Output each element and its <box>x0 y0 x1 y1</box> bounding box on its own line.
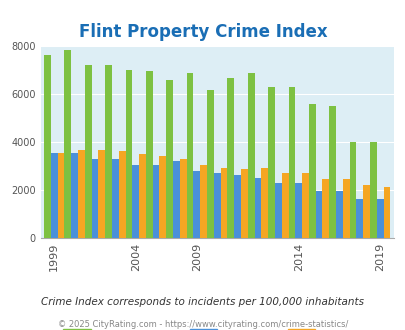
Bar <box>105 65 112 238</box>
Bar <box>186 73 193 238</box>
Bar <box>85 65 91 238</box>
Bar <box>356 199 362 238</box>
Bar <box>145 71 152 238</box>
Bar <box>362 185 369 238</box>
Bar <box>342 179 349 238</box>
Bar <box>294 182 301 238</box>
Bar <box>308 104 315 238</box>
Bar <box>369 142 376 238</box>
Bar <box>71 153 78 238</box>
Bar <box>335 191 342 238</box>
Legend: Flint Township, Michigan, National: Flint Township, Michigan, National <box>58 323 375 330</box>
Text: © 2025 CityRating.com - https://www.cityrating.com/crime-statistics/: © 2025 CityRating.com - https://www.city… <box>58 320 347 329</box>
Bar <box>207 90 213 238</box>
Bar <box>383 187 390 238</box>
Text: Flint Property Crime Index: Flint Property Crime Index <box>79 23 326 41</box>
Bar <box>132 165 139 238</box>
Bar <box>288 87 294 238</box>
Bar <box>152 165 159 238</box>
Bar <box>139 154 145 238</box>
Bar <box>44 54 51 238</box>
Bar <box>227 79 234 238</box>
Bar <box>349 142 356 238</box>
Bar <box>51 153 58 238</box>
Bar <box>78 150 85 238</box>
Bar <box>58 153 64 238</box>
Bar <box>254 178 261 238</box>
Bar <box>328 106 335 238</box>
Bar <box>234 176 241 238</box>
Bar <box>220 168 227 238</box>
Bar <box>159 156 166 238</box>
Bar <box>166 80 173 238</box>
Text: Crime Index corresponds to incidents per 100,000 inhabitants: Crime Index corresponds to incidents per… <box>41 297 364 307</box>
Bar <box>247 73 254 238</box>
Bar <box>322 179 328 238</box>
Bar <box>125 70 132 238</box>
Bar <box>281 173 288 238</box>
Bar <box>179 159 186 238</box>
Bar <box>173 161 179 238</box>
Bar <box>200 165 207 238</box>
Bar <box>301 173 308 238</box>
Bar <box>64 50 71 238</box>
Bar <box>112 159 118 238</box>
Bar <box>261 168 267 238</box>
Bar <box>193 171 200 238</box>
Bar <box>267 87 274 238</box>
Bar <box>98 150 105 238</box>
Bar <box>118 151 125 238</box>
Bar <box>91 159 98 238</box>
Bar <box>241 169 247 238</box>
Bar <box>274 182 281 238</box>
Bar <box>213 173 220 238</box>
Bar <box>315 191 322 238</box>
Bar <box>376 199 383 238</box>
